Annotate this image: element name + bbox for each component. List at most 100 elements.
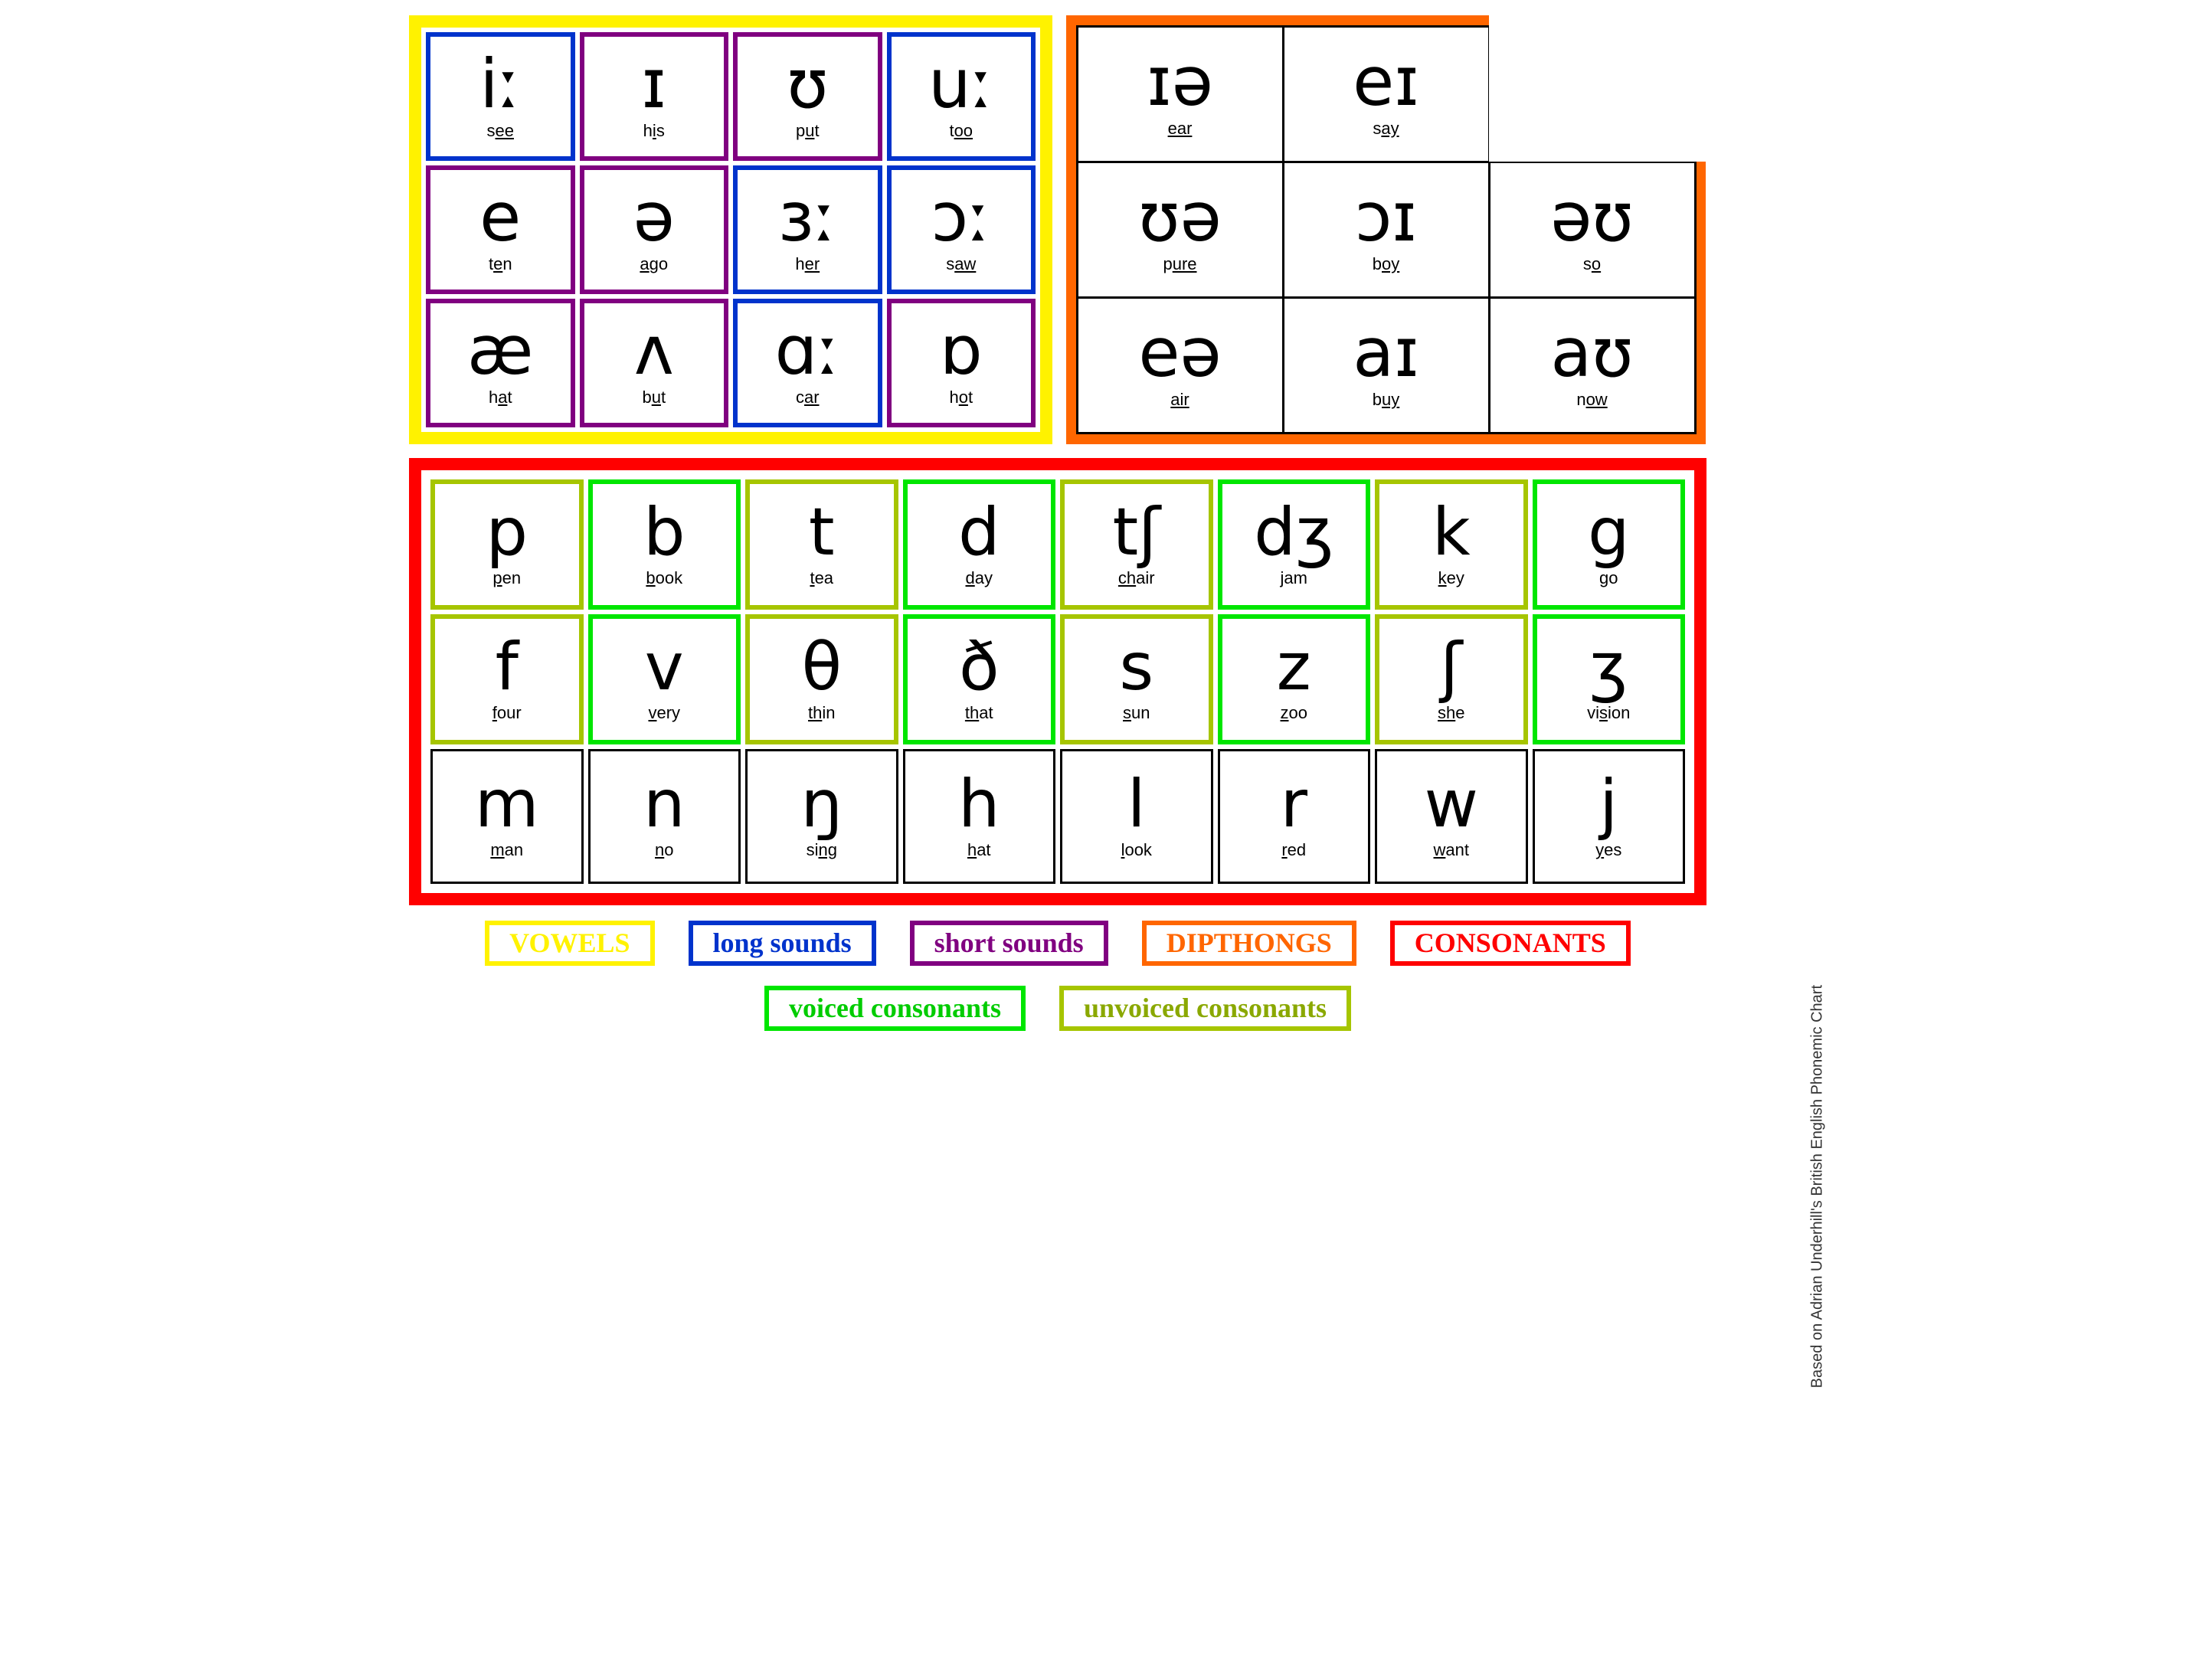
example-word: sing: [807, 842, 837, 859]
consonant-cell: p pen: [430, 479, 584, 610]
empty-cell: [1489, 26, 1695, 162]
consonant-cell: ssun: [1060, 614, 1213, 744]
phoneme-symbol: əʊ: [1550, 184, 1634, 251]
phoneme-symbol: eɪ: [1353, 48, 1419, 116]
vowel-cell: ɜːher: [733, 165, 882, 294]
example-word: yes: [1595, 842, 1621, 859]
example-word: book: [646, 570, 682, 587]
consonant-cell: wwant: [1375, 749, 1528, 884]
consonant-cell: ŋsing: [745, 749, 898, 884]
example-word: red: [1281, 842, 1306, 859]
phoneme-symbol: aɪ: [1353, 319, 1419, 387]
diphthong-cell: ɔɪboy: [1282, 161, 1490, 299]
consonant-panel: p pen bbook t tea ddaytʃ chair dʒjamkkeyggo ffou…: [409, 458, 1706, 905]
example-word: tea: [810, 570, 833, 587]
consonant-cell: r red: [1218, 749, 1371, 884]
example-word: car: [796, 389, 820, 406]
vowel-cell: iː see: [426, 32, 575, 161]
phoneme-symbol: ɒ: [940, 317, 983, 384]
phoneme-symbol: k: [1432, 499, 1471, 565]
consonant-cell: t tea: [745, 479, 898, 610]
example-word: pure: [1163, 256, 1196, 273]
legend: VOWELSlong soundsshort soundsDIPTHONGSCO…: [409, 921, 1706, 1031]
phoneme-symbol: j: [1599, 771, 1618, 837]
consonant-cell: ð that: [903, 614, 1056, 744]
consonant-cell: zzoo: [1218, 614, 1371, 744]
diphthong-cell: aʊnow: [1488, 296, 1697, 434]
phoneme-symbol: ʊ: [787, 51, 828, 118]
vowel-cell: ɔː saw: [887, 165, 1036, 294]
consonant-cell: j yes: [1533, 749, 1686, 884]
consonant-cell: ggo: [1533, 479, 1686, 610]
example-word: but: [642, 389, 666, 406]
example-word: air: [1170, 391, 1189, 408]
diphthong-cell: əʊ so: [1488, 161, 1697, 299]
phoneme-symbol: l: [1127, 771, 1146, 837]
vowel-cell: ɑːcar: [733, 299, 882, 427]
legend-item: long sounds: [689, 921, 876, 966]
phoneme-symbol: ð: [959, 634, 1000, 700]
consonant-cell: kkey: [1375, 479, 1528, 610]
example-word: go: [1599, 570, 1618, 587]
example-word: saw: [946, 256, 976, 273]
credit-text: Based on Adrian Underhill's British Engl…: [1808, 985, 1826, 1388]
vowel-cell: əago: [580, 165, 729, 294]
phoneme-symbol: ʊə: [1138, 184, 1222, 251]
diphthong-cell: eə air: [1076, 296, 1284, 434]
consonant-cell: dʒjam: [1218, 479, 1371, 610]
phoneme-symbol: ʌ: [634, 317, 674, 384]
consonant-cell: ʃshe: [1375, 614, 1528, 744]
phoneme-symbol: eə: [1138, 319, 1221, 387]
phoneme-symbol: r: [1281, 771, 1307, 837]
example-word: thin: [808, 705, 835, 721]
example-word: her: [795, 256, 820, 273]
example-word: put: [796, 123, 820, 139]
example-word: pen: [492, 570, 521, 587]
example-word: see: [487, 123, 514, 139]
consonant-cell: ʒvision: [1533, 614, 1686, 744]
phoneme-symbol: t: [809, 499, 835, 565]
consonant-cell: dday: [903, 479, 1056, 610]
example-word: so: [1583, 256, 1601, 273]
consonant-cell: vvery: [588, 614, 741, 744]
vowel-cell: ʌ but: [580, 299, 729, 427]
consonant-cell: h hat: [903, 749, 1056, 884]
phoneme-symbol: p: [486, 499, 528, 565]
consonant-cell: n no: [588, 749, 741, 884]
phoneme-symbol: ə: [633, 184, 675, 251]
vowel-cell: ɪhis: [580, 32, 729, 161]
consonant-cell: ffour: [430, 614, 584, 744]
phoneme-symbol: æ: [467, 317, 533, 384]
consonant-cell: bbook: [588, 479, 741, 610]
diphthong-cell: aɪ buy: [1282, 296, 1490, 434]
phoneme-symbol: s: [1119, 634, 1153, 700]
example-word: no: [655, 842, 674, 859]
phoneme-symbol: z: [1277, 634, 1311, 700]
example-word: that: [965, 705, 993, 721]
phoneme-symbol: θ: [801, 634, 842, 700]
phoneme-symbol: iː: [479, 51, 521, 118]
phoneme-symbol: n: [643, 771, 686, 837]
example-word: ear: [1168, 120, 1193, 137]
phoneme-symbol: ɔː: [931, 184, 991, 251]
example-word: chair: [1118, 570, 1155, 587]
example-word: boy: [1373, 256, 1400, 273]
legend-item: voiced consonants: [764, 986, 1026, 1031]
example-word: too: [949, 123, 973, 139]
phoneme-symbol: tʃ: [1112, 499, 1160, 565]
example-word: vision: [1587, 705, 1630, 721]
example-word: hot: [949, 389, 973, 406]
phoneme-symbol: v: [645, 634, 684, 700]
phonemic-chart: iːseeɪhisʊputuːtooetenəagoɜːherɔːsawæhat…: [409, 15, 1803, 1031]
consonant-cell: θ thin: [745, 614, 898, 744]
vowel-cell: ʊ put: [733, 32, 882, 161]
example-word: buy: [1373, 391, 1400, 408]
legend-item: CONSONANTS: [1390, 921, 1631, 966]
phoneme-symbol: uː: [928, 51, 993, 118]
phoneme-symbol: ɪ: [641, 51, 666, 118]
phoneme-symbol: h: [958, 771, 1000, 837]
example-word: ten: [489, 256, 512, 273]
diphthong-cell: ʊə pure: [1076, 161, 1284, 299]
phoneme-symbol: f: [496, 634, 519, 700]
example-word: hat: [967, 842, 991, 859]
